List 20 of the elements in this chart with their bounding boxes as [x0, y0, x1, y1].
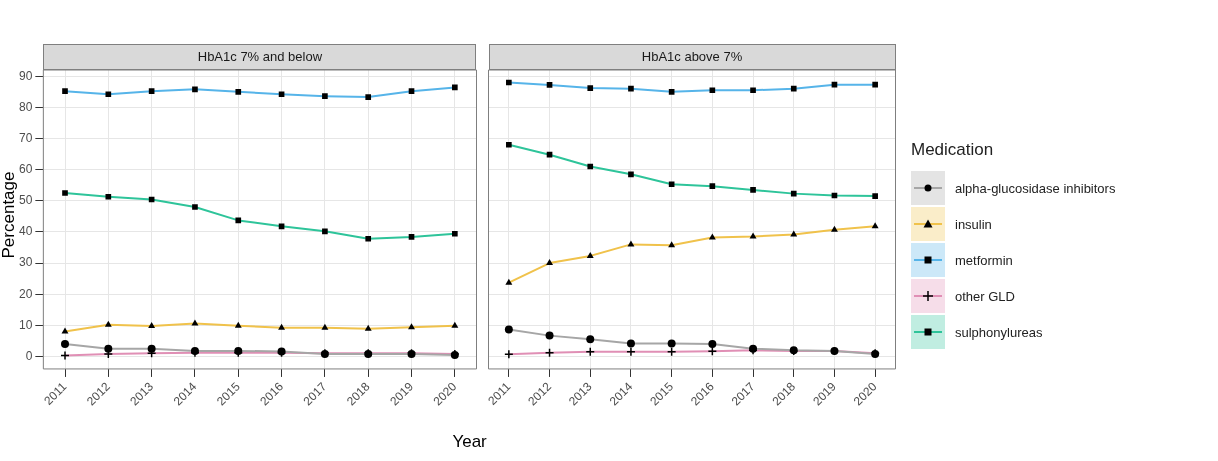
- legend-label: metformin: [955, 252, 1013, 268]
- chart-title: HbA1c above 7%: [488, 44, 896, 70]
- legend-label: alpha-glucosidase inhibitors: [955, 180, 1116, 196]
- y-tick-label: 0: [25, 348, 33, 363]
- y-tick-label: 80: [18, 99, 33, 114]
- legend-label: insulin: [955, 216, 992, 232]
- y-axis-title: Percentage: [0, 171, 19, 259]
- y-tick-label: 90: [18, 68, 33, 83]
- y-tick-label: 40: [18, 224, 33, 239]
- legend-title: Medication: [911, 140, 995, 160]
- y-tick-label: 30: [18, 255, 33, 270]
- chart-title: HbA1c 7% and below: [43, 44, 477, 70]
- y-tick-label: 70: [18, 130, 33, 145]
- y-tick-label: 60: [18, 161, 33, 176]
- y-tick-label: 20: [18, 286, 33, 301]
- legend-label: sulphonylureas: [955, 324, 1043, 340]
- legend-label: other GLD: [955, 288, 1015, 304]
- y-tick-label: 10: [18, 317, 33, 332]
- x-axis-title: Year: [452, 432, 487, 452]
- y-tick-label: 50: [18, 193, 33, 208]
